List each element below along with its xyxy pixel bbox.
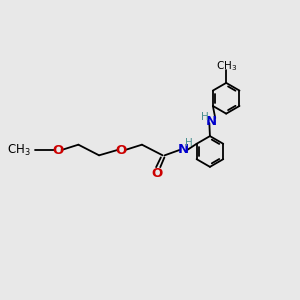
- Text: H: H: [201, 112, 209, 122]
- Text: O: O: [152, 167, 163, 180]
- Text: N: N: [206, 115, 217, 128]
- Text: CH$_3$: CH$_3$: [216, 59, 237, 73]
- Text: O: O: [116, 143, 127, 157]
- Text: H: H: [185, 139, 193, 148]
- Text: O: O: [52, 143, 63, 157]
- Text: N: N: [178, 143, 189, 156]
- Text: CH$_3$: CH$_3$: [8, 142, 31, 158]
